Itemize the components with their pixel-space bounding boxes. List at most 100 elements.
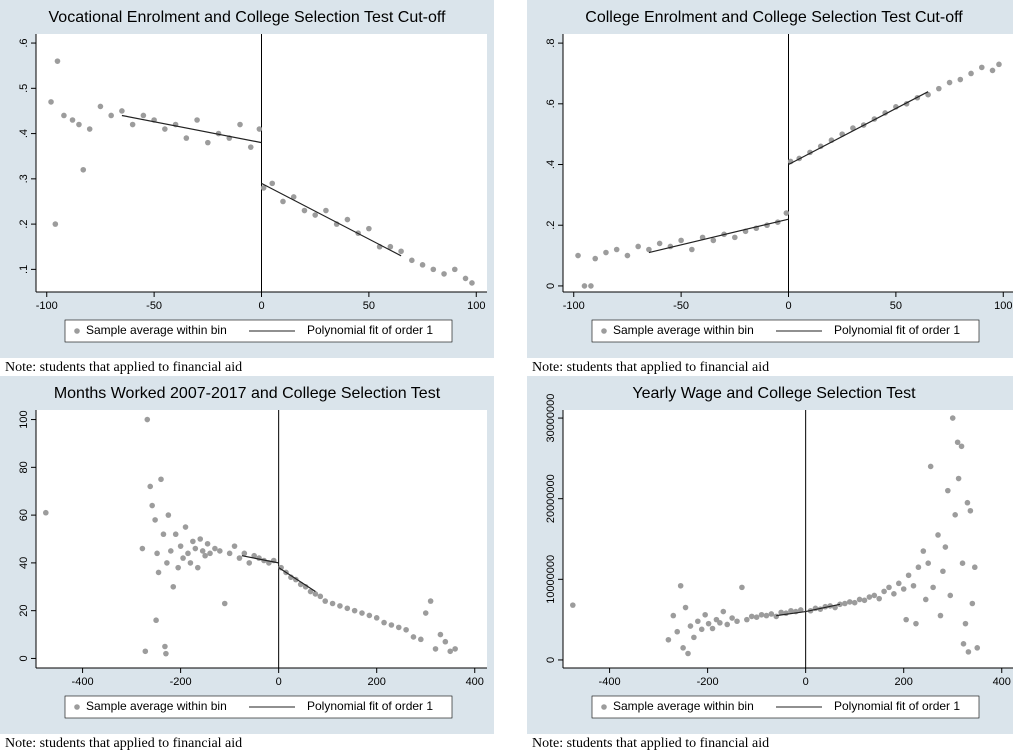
chart-title: Yearly Wage and College Selection Test <box>632 385 916 402</box>
y-tick-label: 40 <box>18 557 30 569</box>
scatter-point <box>895 580 902 587</box>
scatter-point <box>162 126 168 132</box>
scatter-point <box>575 252 581 259</box>
scatter-point <box>236 555 243 561</box>
scatter-point <box>149 502 155 509</box>
scatter-point <box>724 621 731 628</box>
scatter-point <box>817 143 824 150</box>
scatter-point <box>758 611 765 618</box>
scatter-point <box>881 588 887 595</box>
scatter-point <box>960 641 967 647</box>
scatter-point <box>720 608 727 615</box>
scatter-point <box>373 615 380 621</box>
scatter-point <box>231 543 238 549</box>
scatter-point <box>199 548 206 554</box>
x-tick-label: -400 <box>72 676 94 688</box>
scatter-point <box>129 121 136 128</box>
scatter-point <box>665 636 672 643</box>
legend-label: Polynomial fit of order 1 <box>307 699 433 713</box>
y-tick-label: 0 <box>545 283 557 289</box>
scatter-point <box>768 611 775 617</box>
scatter-point <box>366 225 372 232</box>
scatter-point <box>717 620 723 626</box>
x-tick-label: -200 <box>170 676 192 688</box>
scatter-point <box>891 591 897 597</box>
scatter-point <box>989 67 996 74</box>
scatter-point <box>278 564 284 571</box>
scatter-point <box>160 531 167 538</box>
scatter-point <box>978 64 985 71</box>
scatter-point <box>920 548 927 554</box>
scatter-point <box>452 646 458 652</box>
scatter-point <box>241 550 248 557</box>
legend-label: Polynomial fit of order 1 <box>307 323 433 337</box>
scatter-point <box>165 512 172 518</box>
scatter-point <box>398 248 404 255</box>
scatter-point <box>140 112 147 119</box>
scatter-point <box>965 649 972 655</box>
scatter-point <box>709 625 716 632</box>
scatter-point <box>307 588 314 595</box>
scatter-point <box>182 524 189 530</box>
scatter-point <box>913 620 919 627</box>
scatter-point <box>322 598 329 604</box>
scatter-point <box>180 555 186 561</box>
scatter-point <box>175 564 181 571</box>
scatter-point <box>202 552 208 559</box>
chart-panel: Yearly Wage and College Selection Test 0 1… <box>527 376 1013 751</box>
scatter-point <box>410 634 417 640</box>
x-tick-label: 0 <box>803 676 809 688</box>
y-tick-label: .4 <box>545 160 557 169</box>
scatter-point <box>317 593 324 600</box>
y-tick-label: .4 <box>18 129 30 138</box>
scatter-point <box>947 592 954 599</box>
scatter-point <box>168 548 174 554</box>
scatter-point <box>974 645 981 651</box>
legend-label: Sample average within bin <box>86 699 227 713</box>
legend-label: Polynomial fit of order 1 <box>834 699 960 713</box>
scatter-point <box>437 631 444 638</box>
scatter-point <box>246 560 253 566</box>
scatter-point <box>687 623 694 629</box>
scatter-point <box>422 610 429 616</box>
scatter-point <box>915 564 922 571</box>
scatter-point <box>685 650 691 657</box>
scatter-point <box>164 560 170 566</box>
scatter-point <box>192 545 199 552</box>
scatter-point <box>256 126 263 132</box>
y-tick-label: 0 <box>545 657 557 663</box>
scatter-point <box>418 636 424 643</box>
scatter-point <box>581 283 588 289</box>
scatter-point <box>927 463 934 470</box>
y-tick-label: .6 <box>18 38 30 47</box>
scatter-point <box>964 499 971 506</box>
scatter-point <box>670 612 677 619</box>
scatter-point <box>183 135 190 141</box>
scatter-point <box>935 532 941 538</box>
scatter-point <box>43 509 49 516</box>
scatter-point <box>80 166 87 173</box>
x-tick-label: 200 <box>368 676 386 688</box>
chart-title: College Enrolment and College Selection … <box>585 9 963 26</box>
scatter-point <box>312 212 318 218</box>
scatter-point <box>52 221 59 227</box>
scatter-point <box>155 569 162 576</box>
scatter-point <box>409 257 415 264</box>
scatter-point <box>710 237 717 244</box>
scatter-point <box>119 108 125 114</box>
scatter-point <box>290 194 297 200</box>
scatter-point <box>441 271 447 277</box>
scatter-point <box>797 607 804 613</box>
scatter-point <box>945 487 951 494</box>
scatter-point <box>462 275 469 282</box>
scatter-point <box>302 583 309 590</box>
scatter-point <box>280 198 286 205</box>
scatter-point <box>337 603 343 609</box>
scatter-point <box>698 626 705 633</box>
scatter-point <box>861 597 868 604</box>
scatter-point <box>147 483 154 490</box>
scatter-point <box>447 648 454 655</box>
scatter-point <box>678 237 684 244</box>
y-tick-label: 20000000 <box>545 474 557 523</box>
x-tick-label: 200 <box>895 676 913 688</box>
